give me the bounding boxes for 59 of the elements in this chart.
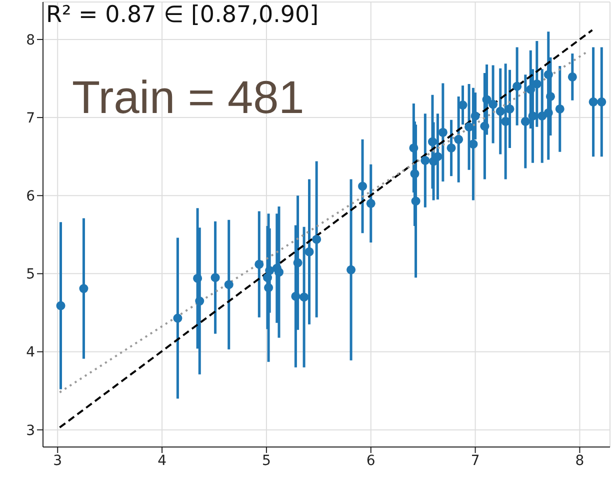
y-tick-label: 8 [26,32,35,48]
x-tick-label: 5 [262,452,271,469]
point [291,292,300,301]
point [346,265,356,274]
y-tick-label: 3 [26,422,35,439]
y-tick-label: 5 [26,266,35,283]
point [409,143,418,152]
x-tick-label: 6 [366,452,376,469]
point [470,111,480,120]
point [195,296,204,306]
point [512,82,522,91]
point [532,79,542,88]
point [411,196,420,206]
point [546,92,555,101]
point [265,266,274,276]
point [597,97,606,106]
point [544,108,553,118]
annotation: Train = 481 [72,71,304,123]
point [588,97,598,106]
y-tick-label: 6 [26,188,36,205]
point [555,104,564,114]
point [56,301,66,310]
point [464,122,474,132]
point [496,106,505,116]
point [568,72,577,82]
point [262,273,272,282]
point [520,116,530,126]
point [526,84,536,94]
point [224,280,234,290]
point [173,314,182,323]
point [210,273,220,282]
point [480,122,490,131]
point [410,169,420,178]
y-tick-label: 4 [26,344,36,361]
point [454,134,464,144]
point [428,137,437,146]
point [193,274,202,283]
point [274,268,284,277]
point [366,198,376,208]
x-tick-label: 7 [470,452,480,469]
x-tick-label: 8 [575,452,584,469]
point [254,260,264,269]
point [300,292,309,302]
point [358,182,368,191]
annotation: R² = 0.87 ∈ [0.87,0.90] [46,2,319,28]
point [304,247,314,256]
point [264,283,274,292]
point [544,70,553,80]
point [482,95,492,104]
point [420,156,430,165]
point [488,100,498,109]
point [446,143,456,152]
point [79,284,88,294]
x-tick-label: 3 [53,452,62,469]
y-tick-label: 7 [26,110,35,127]
point [312,234,322,244]
x-tick-label: 4 [158,452,167,469]
point [438,128,448,137]
point [293,258,302,268]
